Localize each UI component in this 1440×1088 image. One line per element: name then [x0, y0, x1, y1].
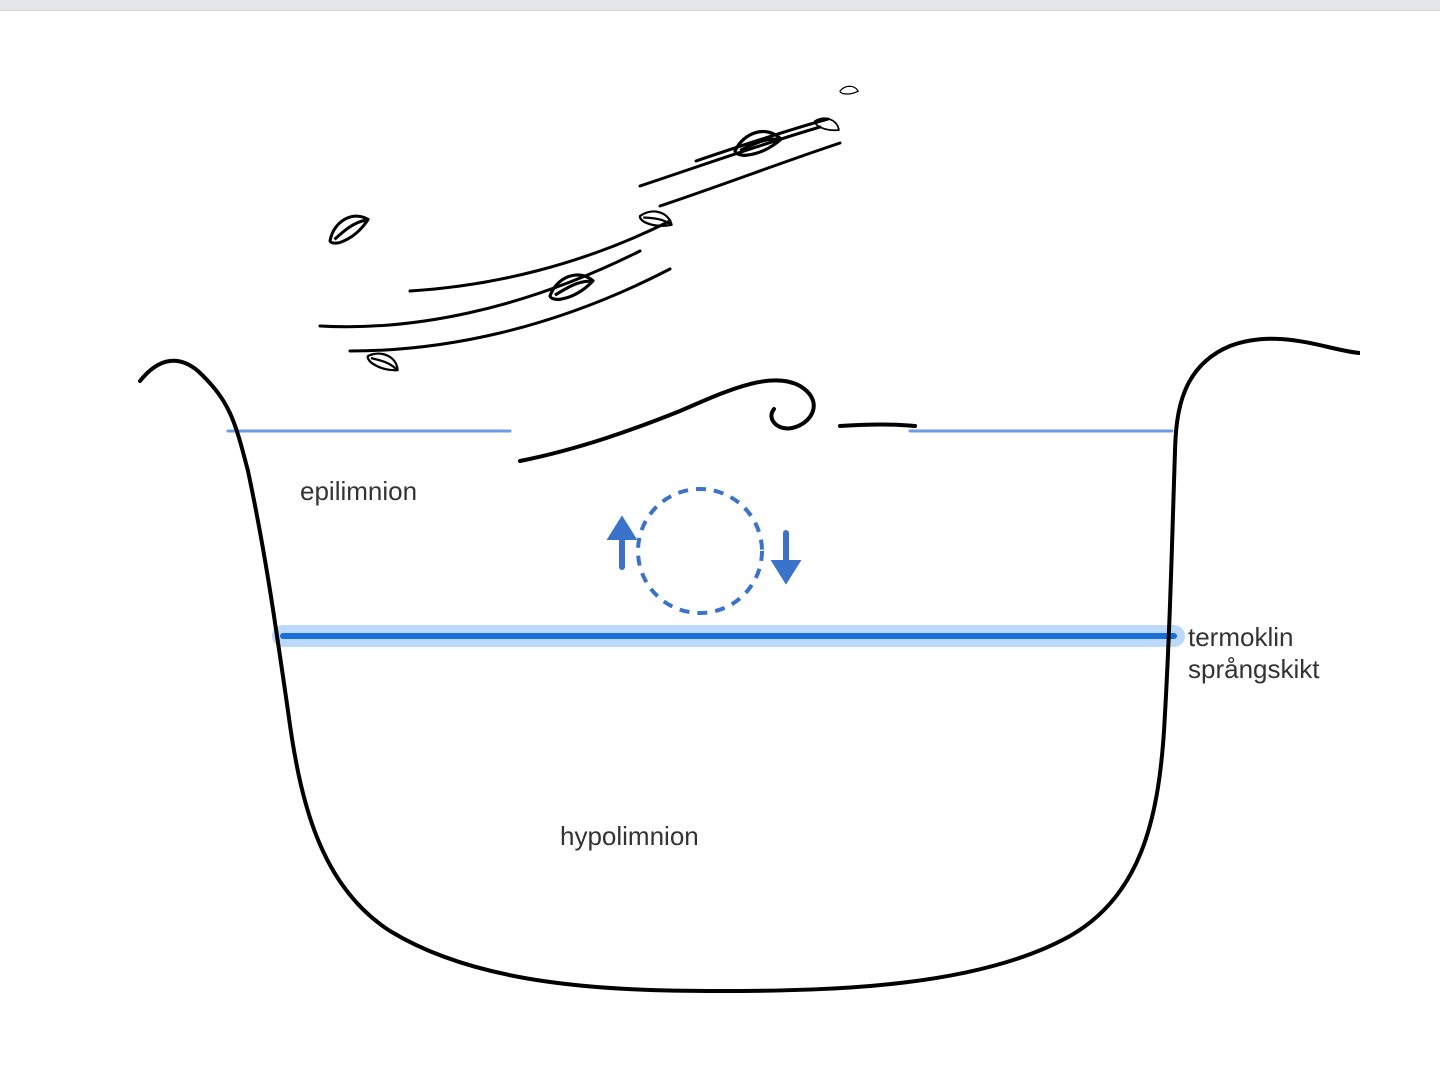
label-termoklin: termoklin språngskikt: [1188, 621, 1320, 685]
water-surface-wave: [520, 380, 915, 461]
circulation-arrow-up: [612, 521, 632, 567]
lake-basin-outline: [140, 339, 1360, 991]
circulation-arrow-down: [776, 533, 796, 579]
circulation-circle: [638, 489, 762, 613]
label-epilimnion: epilimnion: [300, 476, 417, 507]
wind-swoosh-group: [320, 119, 840, 351]
lake-stratification-diagram: epilimnion hypolimnion termoklin språngs…: [80, 31, 1360, 991]
window-topbar: [0, 0, 1440, 11]
diagram-svg: [80, 31, 1360, 1011]
label-hypolimnion: hypolimnion: [560, 821, 699, 852]
wind-leaves-group: [325, 85, 859, 378]
